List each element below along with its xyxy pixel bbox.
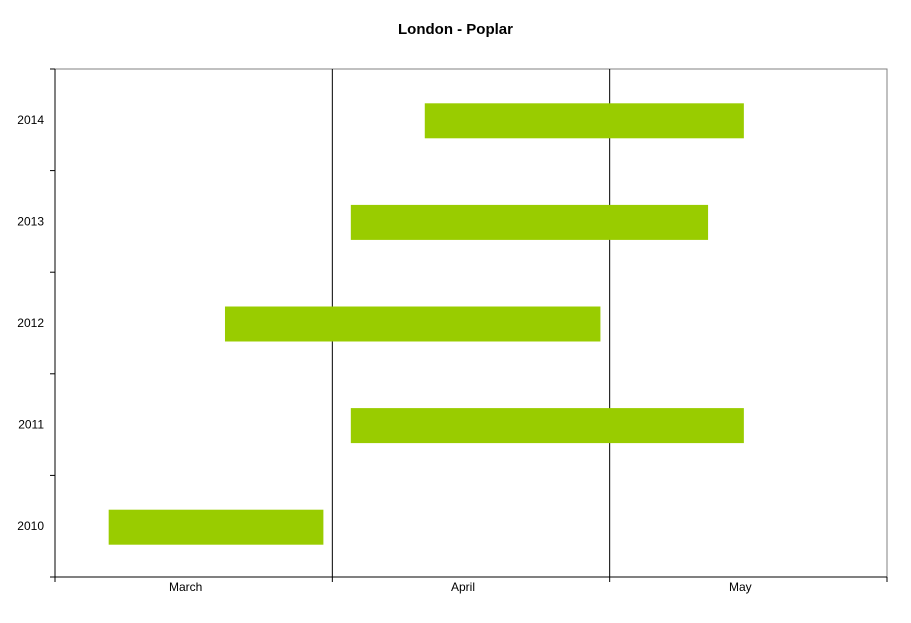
y-tick-label: 2011 [18, 418, 44, 432]
x-tick-label: May [729, 580, 752, 594]
bar-2014 [424, 103, 744, 139]
bar-2013 [350, 204, 709, 240]
bar-2011 [350, 408, 744, 444]
bar-2012 [224, 306, 601, 342]
chart-title: London - Poplar [398, 21, 513, 38]
y-tick-label: 2012 [17, 316, 44, 330]
y-tick-label: 2010 [17, 519, 44, 533]
y-tick-label: 2014 [17, 113, 44, 127]
bar-2010 [108, 509, 324, 545]
y-tick-label: 2013 [17, 214, 44, 228]
x-tick-label: April [451, 580, 475, 594]
x-tick-label: March [169, 580, 202, 594]
